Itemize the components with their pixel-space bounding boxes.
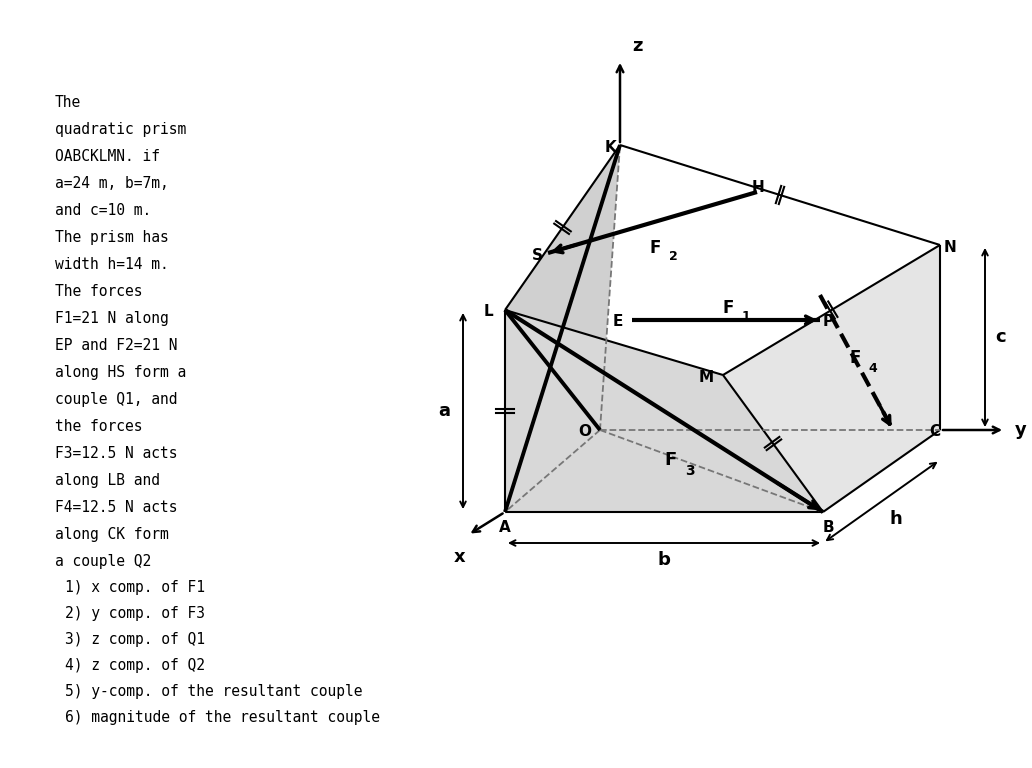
Text: F: F [649, 239, 660, 257]
Text: F1=21 N along: F1=21 N along [55, 311, 169, 326]
Text: z: z [632, 37, 643, 55]
Text: 4: 4 [868, 362, 877, 375]
Text: F: F [664, 451, 676, 469]
Text: F4=12.5 N acts: F4=12.5 N acts [55, 500, 178, 515]
Text: b: b [657, 551, 671, 569]
Polygon shape [723, 245, 940, 512]
Text: M: M [699, 370, 713, 386]
Text: 6) magnitude of the resultant couple: 6) magnitude of the resultant couple [65, 710, 380, 725]
Text: quadratic prism: quadratic prism [55, 122, 186, 137]
Text: and c=10 m.: and c=10 m. [55, 203, 152, 218]
Text: B: B [823, 519, 834, 535]
Text: F3=12.5 N acts: F3=12.5 N acts [55, 446, 178, 461]
Text: OABCKLMN. if: OABCKLMN. if [55, 149, 160, 164]
Text: 1: 1 [742, 310, 750, 323]
Text: K: K [604, 141, 616, 155]
Text: the forces: the forces [55, 419, 142, 434]
Text: along LB and: along LB and [55, 473, 160, 488]
Text: 2: 2 [669, 250, 678, 263]
Text: along HS form a: along HS form a [55, 365, 186, 380]
Text: A: A [499, 519, 511, 535]
Text: The prism has: The prism has [55, 230, 169, 245]
Text: The forces: The forces [55, 284, 142, 299]
Text: 3) z comp. of Q1: 3) z comp. of Q1 [65, 632, 205, 647]
Text: 1) x comp. of F1: 1) x comp. of F1 [65, 580, 205, 595]
Text: F: F [722, 299, 734, 317]
Text: couple Q1, and: couple Q1, and [55, 392, 178, 407]
Text: a couple Q2: a couple Q2 [55, 554, 152, 569]
Text: a=24 m, b=7m,: a=24 m, b=7m, [55, 176, 169, 191]
Text: C: C [930, 425, 940, 439]
Text: H: H [751, 180, 765, 196]
Text: y: y [1015, 421, 1027, 439]
Text: c: c [995, 329, 1005, 346]
Text: F: F [849, 349, 861, 367]
Text: x: x [454, 548, 465, 566]
Polygon shape [505, 145, 620, 512]
Text: P: P [823, 315, 834, 329]
Text: h: h [890, 509, 902, 528]
Text: EP and F2=21 N: EP and F2=21 N [55, 338, 178, 353]
Text: along CK form: along CK form [55, 527, 169, 542]
Polygon shape [505, 310, 823, 512]
Text: width h=14 m.: width h=14 m. [55, 257, 169, 272]
Text: 4) z comp. of Q2: 4) z comp. of Q2 [65, 658, 205, 673]
Text: a: a [438, 402, 450, 420]
Text: S: S [531, 247, 543, 263]
Text: The: The [55, 95, 82, 110]
Text: N: N [943, 240, 957, 256]
Text: O: O [579, 425, 591, 439]
Text: 3: 3 [685, 464, 695, 478]
Text: 2) y comp. of F3: 2) y comp. of F3 [65, 606, 205, 621]
Text: E: E [613, 315, 623, 329]
Text: L: L [483, 304, 493, 319]
Text: 5) y-comp. of the resultant couple: 5) y-comp. of the resultant couple [65, 684, 362, 699]
